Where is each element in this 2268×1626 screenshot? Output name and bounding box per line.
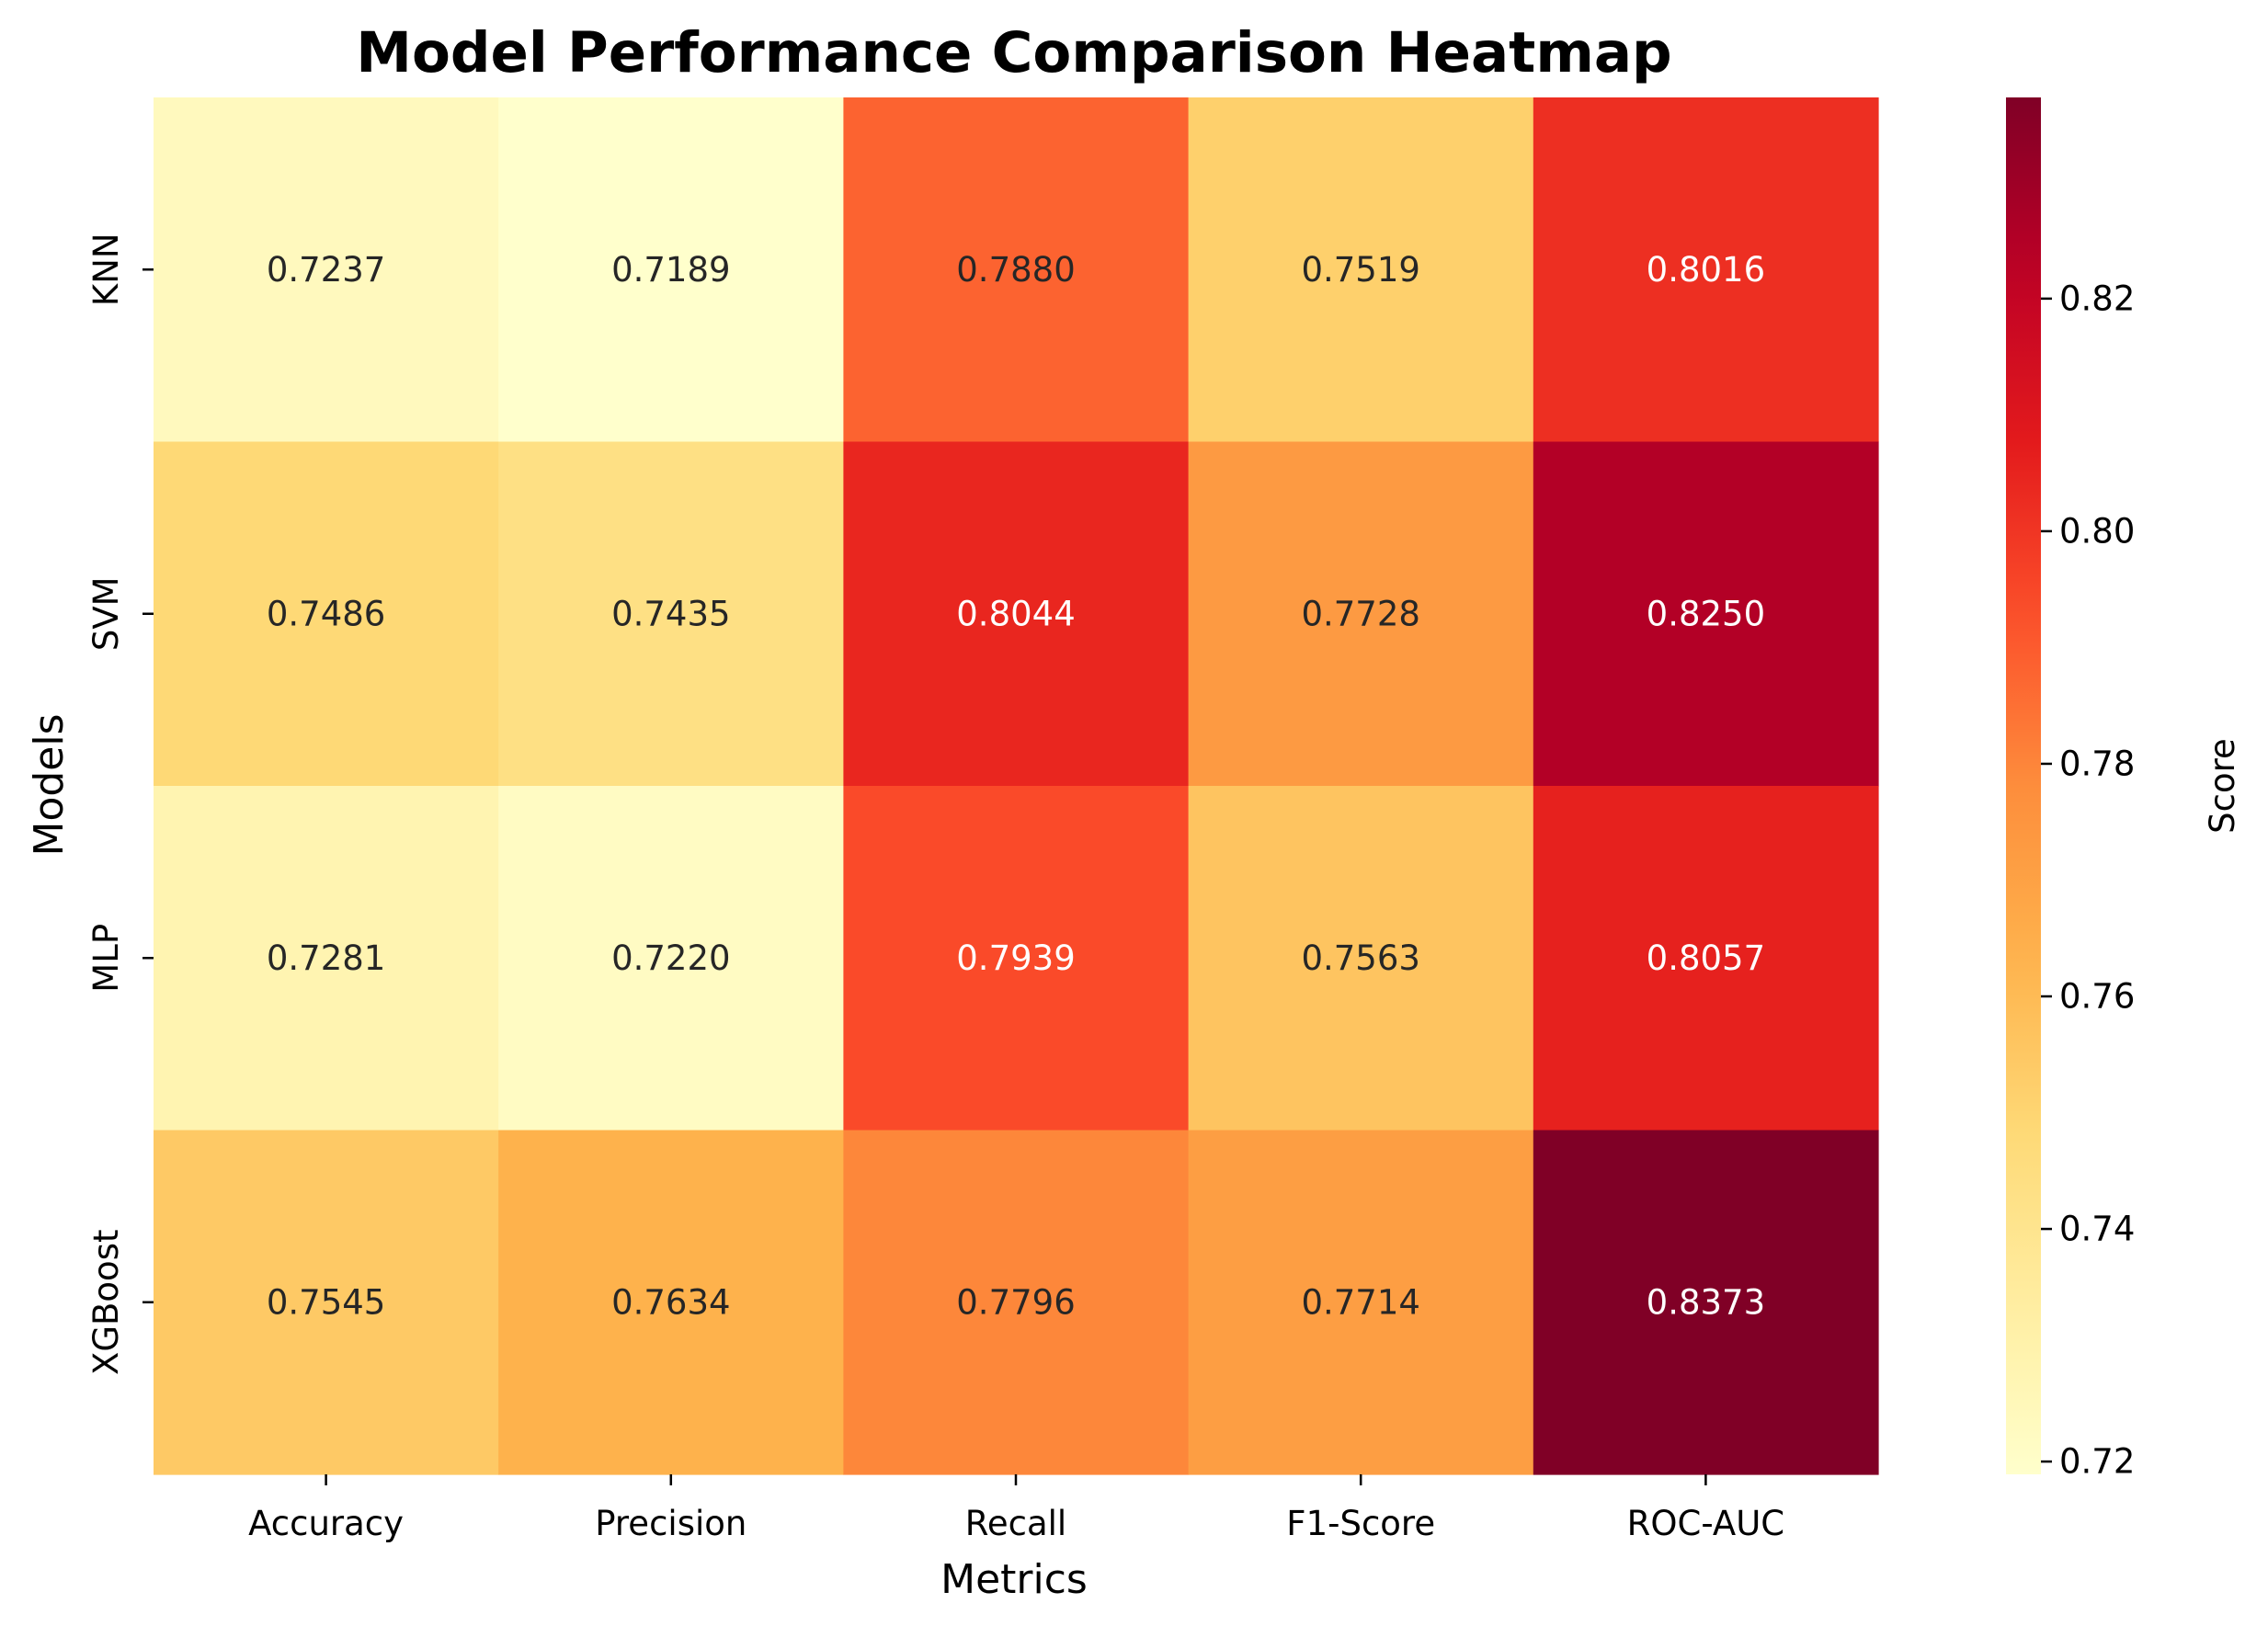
cell-value-label: 0.7486 — [267, 594, 385, 633]
heatmap-cell — [1188, 786, 1534, 1131]
colorbar — [2006, 97, 2041, 1474]
x-tick-label: Precision — [595, 1504, 747, 1543]
colorbar-tick-label: 0.82 — [2059, 279, 2135, 318]
x-axis-label: Metrics — [940, 1556, 1088, 1603]
cell-value-label: 0.7796 — [956, 1282, 1075, 1322]
y-axis: KNN SVM MLP XGBoost — [86, 233, 154, 1375]
colorbar-tick-label: 0.78 — [2059, 744, 2135, 783]
heatmap-cell — [843, 1130, 1190, 1475]
cell-value-label: 0.7237 — [267, 250, 385, 290]
heatmap-cell — [498, 97, 844, 443]
heatmap-cell — [843, 786, 1190, 1131]
heatmap-cells — [154, 97, 1879, 1475]
colorbar-tick-label: 0.76 — [2059, 977, 2135, 1017]
cell-value-label: 0.7880 — [956, 250, 1075, 290]
colorbar-tick-label: 0.80 — [2059, 511, 2135, 551]
heatmap-cell — [154, 441, 499, 787]
y-tick-label: XGBoost — [86, 1230, 126, 1375]
cell-value-label: 0.7545 — [267, 1282, 385, 1322]
heatmap-cell — [498, 786, 844, 1131]
colorbar-tick-label: 0.74 — [2059, 1210, 2135, 1249]
heatmap-value-labels: 0.7237 0.7189 0.7880 0.7519 0.8016 0.7486 0.74… — [267, 250, 1765, 1323]
cell-value-label: 0.7563 — [1301, 938, 1419, 978]
heatmap-cell — [1188, 97, 1534, 443]
chart-title: Model Performance Comparison Heatmap — [356, 20, 1671, 85]
y-tick-label: SVM — [86, 576, 126, 651]
colorbar-tick-label: 0.72 — [2059, 1442, 2135, 1482]
cell-value-label: 0.7714 — [1301, 1282, 1419, 1322]
cell-value-label: 0.7728 — [1301, 594, 1419, 633]
cell-value-label: 0.8250 — [1647, 594, 1765, 633]
colorbar-label: Score — [2203, 738, 2242, 834]
cell-value-label: 0.7281 — [267, 938, 385, 978]
cell-value-label: 0.7519 — [1301, 250, 1419, 290]
y-tick-label: KNN — [86, 233, 126, 306]
heatmap-cell — [843, 97, 1190, 443]
heatmap-cell — [498, 441, 844, 787]
cell-value-label: 0.7435 — [611, 594, 730, 633]
heatmap-cell — [1533, 97, 1879, 443]
heatmap-cell — [843, 441, 1190, 787]
cell-value-label: 0.7189 — [611, 250, 730, 290]
heatmap-cell — [154, 1130, 499, 1475]
heatmap-cell — [1533, 441, 1879, 787]
x-axis: Accuracy Precision Recall F1-Score ROC-AUC — [248, 1474, 1784, 1543]
cell-value-label: 0.7220 — [611, 938, 730, 978]
cell-value-label: 0.8057 — [1647, 938, 1765, 978]
x-tick-label: ROC-AUC — [1627, 1504, 1784, 1543]
heatmap-cell — [154, 786, 499, 1131]
heatmap-cell — [1188, 1130, 1534, 1475]
y-tick-label: MLP — [86, 924, 126, 993]
heatmap-cell — [1533, 786, 1879, 1131]
heatmap-cell — [498, 1130, 844, 1475]
cell-value-label: 0.7939 — [956, 938, 1075, 978]
y-axis-label: Models — [26, 713, 73, 856]
cell-value-label: 0.8044 — [956, 594, 1075, 633]
heatmap-cell — [1188, 441, 1534, 787]
colorbar-ticks: 0.72 0.74 0.76 0.78 0.80 0.82 — [2041, 279, 2135, 1482]
x-tick-label: Recall — [965, 1504, 1066, 1543]
cell-value-label: 0.8016 — [1647, 250, 1765, 290]
heatmap-cell — [154, 97, 499, 443]
cell-value-label: 0.7634 — [611, 1282, 730, 1322]
x-tick-label: F1-Score — [1286, 1504, 1435, 1543]
x-tick-label: Accuracy — [248, 1504, 404, 1543]
cell-value-label: 0.8373 — [1647, 1282, 1765, 1322]
heatmap-cell — [1533, 1130, 1879, 1475]
